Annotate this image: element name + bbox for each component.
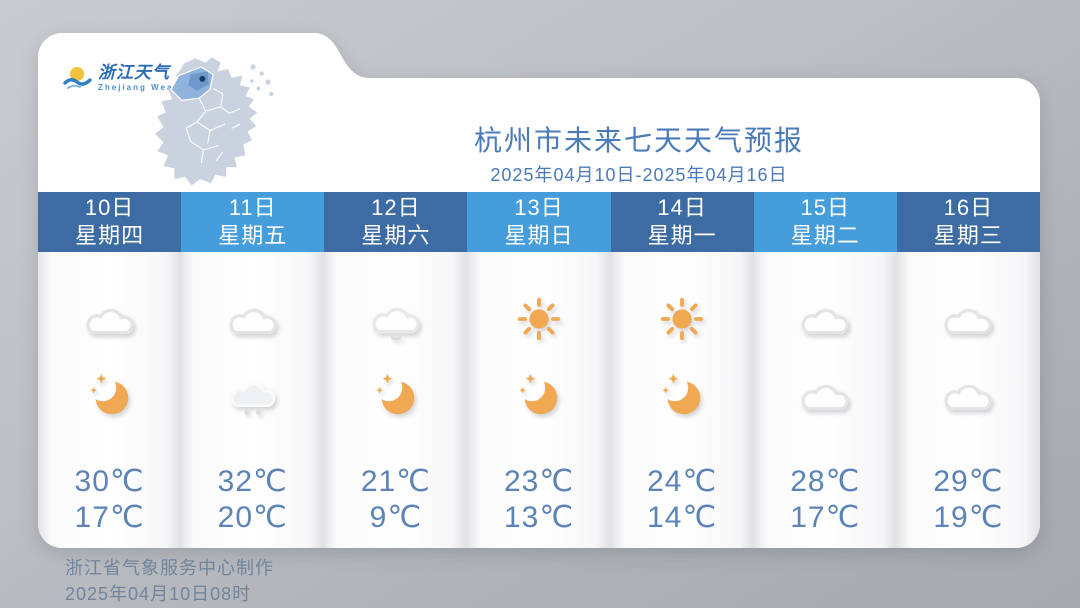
day-date: 12日 bbox=[371, 195, 421, 220]
temperature-range: 30℃ 17℃ bbox=[75, 464, 145, 536]
temperature-range: 32℃ 20℃ bbox=[218, 464, 288, 536]
day-weekday: 星期二 bbox=[790, 223, 860, 248]
cloudy-icon bbox=[897, 364, 1040, 426]
logo-text: 浙江天气 Zhejiang Weather bbox=[98, 63, 197, 92]
temperature-range: 21℃ 9℃ bbox=[361, 464, 431, 536]
high-temp: 29℃ bbox=[933, 465, 1004, 498]
moon-stars-icon bbox=[324, 364, 467, 426]
logo-title: 浙江天气 bbox=[98, 63, 170, 82]
high-temp: 23℃ bbox=[503, 465, 575, 498]
logo-subtitle: Zhejiang Weather bbox=[98, 83, 197, 92]
moon-stars-icon bbox=[611, 364, 754, 426]
day-header: 15日星期二 bbox=[753, 192, 897, 252]
day-header-row: 10日 星期四 11日 星期五 12日 星期六 13日 星期日 14日 星期一 15日 星期二 16日星… bbox=[38, 192, 1040, 252]
day-weekday: 星期四 bbox=[75, 223, 145, 248]
temperature-range: 28℃ 17℃ bbox=[790, 464, 860, 536]
temperature-range: 23℃ 13℃ bbox=[504, 464, 574, 536]
sunny-icon bbox=[611, 288, 754, 350]
footer-issued-time: 2025年04月10日08时 bbox=[65, 584, 252, 604]
day-header: 13日星期日 bbox=[467, 192, 611, 252]
forecast-column: 21℃ 9℃ bbox=[324, 252, 468, 548]
cloudy-icon bbox=[754, 364, 897, 426]
temperature-range: 24℃ 14℃ bbox=[647, 464, 717, 536]
day-header: 12日星期六 bbox=[324, 192, 468, 252]
high-temp: 21℃ bbox=[360, 465, 431, 498]
day-date: 10日 bbox=[84, 195, 135, 220]
day-date: 15日 bbox=[800, 195, 851, 220]
forecast-column: 23℃ 13℃ bbox=[467, 252, 611, 548]
sunny-icon bbox=[467, 288, 610, 350]
low-temp: 14℃ bbox=[647, 501, 718, 534]
day-header: 11日星期五 bbox=[181, 192, 325, 252]
zhejiang-map bbox=[155, 57, 274, 186]
forecast-column: 29℃ 19℃ bbox=[896, 252, 1040, 548]
page-title: 杭州市未来七天天气预报 bbox=[473, 125, 804, 156]
moon-stars-icon bbox=[467, 364, 610, 426]
forecast-body-row: 30℃ 17℃ 32℃ 20℃ 21℃ 9℃ 23℃ 13℃ 24℃ 14℃ 28℃ 17℃ 29℃ 19… bbox=[38, 252, 1040, 548]
low-temp: 13℃ bbox=[503, 501, 575, 534]
low-temp: 17℃ bbox=[74, 501, 145, 534]
day-date: 13日 bbox=[514, 195, 564, 220]
date-range: 2025年04月10日-2025年04月16日 bbox=[490, 165, 788, 185]
high-temp: 24℃ bbox=[647, 465, 718, 498]
day-header: 10日星期四 bbox=[38, 192, 182, 252]
forecast-card: 浙江天气 Zhejiang Weather 杭州市未来七天天气预报 2025年0… bbox=[38, 33, 1040, 548]
cloudy-icon bbox=[897, 288, 1040, 350]
day-weekday: 星期一 bbox=[647, 223, 717, 248]
temperature-range: 29℃ 19℃ bbox=[933, 464, 1003, 536]
city-marker bbox=[199, 75, 206, 82]
day-weekday: 星期六 bbox=[361, 223, 431, 248]
cloud-drizzle-icon bbox=[181, 364, 324, 426]
high-temp: 28℃ bbox=[790, 465, 861, 498]
day-weekday: 星期五 bbox=[218, 223, 288, 248]
footer: 浙江省气象服务中心制作 2025年04月10日08时 bbox=[65, 555, 274, 607]
day-date: 11日 bbox=[228, 195, 277, 220]
day-weekday: 星期日 bbox=[504, 223, 574, 248]
forecast-column: 24℃ 14℃ bbox=[610, 252, 754, 548]
cloudy-icon bbox=[181, 288, 324, 350]
footer-credit: 浙江省气象服务中心制作 bbox=[65, 558, 274, 578]
day-date: 14日 bbox=[657, 195, 707, 220]
day-date: 16日 bbox=[943, 195, 994, 220]
cloudy-icon bbox=[754, 288, 897, 350]
logo: 浙江天气 Zhejiang Weather bbox=[62, 63, 197, 93]
forecast-column: 30℃ 17℃ bbox=[38, 252, 182, 548]
day-header: 16日星期三 bbox=[896, 192, 1040, 252]
low-temp: 9℃ bbox=[369, 501, 423, 534]
high-temp: 30℃ bbox=[74, 465, 145, 498]
forecast-grid: 10日 星期四 11日 星期五 12日 星期六 13日 星期日 14日 星期一 15日 星期二 16日星… bbox=[38, 192, 1040, 548]
cloudy-icon bbox=[38, 288, 181, 350]
forecast-column: 32℃ 20℃ bbox=[181, 252, 325, 548]
high-temp: 32℃ bbox=[217, 465, 288, 498]
moon-stars-icon bbox=[38, 364, 181, 426]
forecast-column: 28℃ 17℃ bbox=[753, 252, 897, 548]
day-header: 14日星期一 bbox=[610, 192, 754, 252]
low-temp: 19℃ bbox=[933, 501, 1004, 534]
low-temp: 20℃ bbox=[217, 501, 288, 534]
logo-sun-wave-icon bbox=[63, 67, 92, 89]
low-temp: 17℃ bbox=[790, 501, 861, 534]
day-weekday: 星期三 bbox=[933, 223, 1003, 248]
cloud-shower-icon bbox=[324, 288, 467, 350]
